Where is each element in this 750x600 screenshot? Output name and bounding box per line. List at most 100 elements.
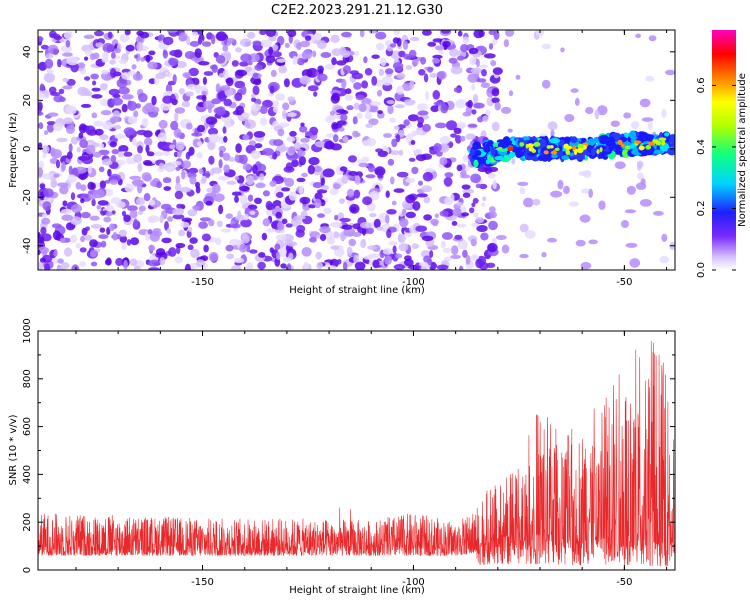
noise-blob (173, 128, 182, 138)
noise-blob (389, 43, 397, 48)
noise-blob (239, 243, 248, 253)
noise-blob (472, 197, 479, 204)
noise-blob (462, 192, 471, 198)
noise-blob (385, 190, 390, 198)
noise-blob (287, 30, 297, 38)
signal-blob (587, 138, 596, 146)
noise-blob (194, 48, 202, 58)
noise-blob (333, 134, 339, 143)
noise-blob (455, 134, 462, 144)
noise-blob (472, 94, 479, 103)
noise-blob (227, 37, 235, 43)
noise-blob (452, 208, 462, 217)
noise-blob (220, 85, 231, 91)
noise-blob (346, 246, 353, 257)
noise-blob (151, 106, 160, 113)
noise-blob (381, 76, 393, 86)
noise-blob (439, 210, 449, 217)
noise-blob (403, 119, 410, 126)
noise-blob (258, 252, 266, 258)
noise-blob (159, 214, 164, 224)
noise-blob (625, 242, 638, 248)
noise-blob (373, 218, 381, 229)
noise-blob (418, 180, 423, 186)
noise-blob (188, 226, 193, 233)
noise-blob (372, 259, 380, 269)
noise-blob (470, 254, 479, 261)
signal-blob (537, 155, 545, 162)
signal-blob (545, 153, 554, 161)
noise-blob (470, 238, 477, 247)
noise-blob (38, 142, 43, 151)
noise-blob (201, 175, 207, 184)
noise-blob (359, 222, 372, 229)
noise-blob (433, 101, 446, 106)
noise-blob (389, 117, 397, 123)
noise-blob (329, 188, 339, 196)
noise-blob (215, 55, 226, 64)
noise-blob (459, 265, 464, 270)
noise-blob (661, 109, 667, 119)
noise-blob (169, 144, 176, 149)
noise-blob (345, 88, 352, 95)
noise-blob (234, 195, 239, 203)
noise-blob (486, 87, 494, 98)
noise-blob (491, 88, 500, 97)
noise-blob (259, 105, 268, 114)
noise-blob (269, 247, 274, 254)
noise-blob (354, 51, 360, 56)
noise-blob (138, 92, 148, 103)
noise-blob (61, 161, 66, 172)
noise-blob (235, 47, 242, 53)
noise-blob (461, 184, 471, 190)
noise-blob (211, 167, 223, 174)
noise-blob (394, 125, 400, 130)
noise-blob (363, 56, 368, 64)
noise-blob (501, 106, 512, 114)
noise-blob (223, 98, 232, 107)
noise-blob (122, 94, 134, 100)
noise-blob (308, 157, 320, 166)
noise-blob (418, 262, 429, 267)
noise-blob (78, 155, 90, 161)
noise-blob (153, 151, 165, 156)
noise-blob (473, 102, 485, 109)
noise-blob (319, 199, 326, 207)
noise-blob (104, 179, 111, 184)
noise-blob (454, 234, 463, 240)
noise-blob (107, 31, 113, 39)
colorbar-label: Normalized spectral amplitude (737, 73, 748, 227)
noise-blob (201, 91, 207, 96)
noise-blob (331, 122, 339, 130)
signal-peak-blob (639, 146, 644, 151)
noise-blob (148, 78, 156, 85)
noise-blob (181, 101, 191, 108)
signal-peak-blob (576, 147, 584, 154)
noise-blob (91, 112, 98, 119)
noise-blob (491, 121, 500, 132)
top-xtick-label: -150 (191, 277, 214, 288)
noise-blob (418, 69, 426, 76)
noise-blob (349, 203, 360, 214)
noise-blob (254, 197, 262, 204)
noise-blob (460, 44, 469, 53)
noise-blob (174, 107, 186, 114)
noise-blob (132, 73, 143, 81)
noise-blob (362, 196, 373, 206)
noise-blob (330, 221, 343, 228)
noise-blob (314, 141, 327, 148)
noise-blob (416, 193, 428, 198)
signal-blob (490, 147, 496, 156)
noise-blob (197, 124, 205, 133)
noise-blob (112, 231, 118, 241)
noise-blob (462, 249, 468, 258)
noise-blob (277, 128, 285, 137)
noise-blob (208, 155, 215, 165)
noise-blob (462, 111, 472, 117)
noise-blob (181, 160, 192, 169)
noise-blob (57, 266, 65, 270)
noise-blob (585, 106, 594, 115)
noise-blob (97, 200, 109, 206)
noise-blob (234, 154, 239, 163)
noise-blob (401, 208, 407, 216)
